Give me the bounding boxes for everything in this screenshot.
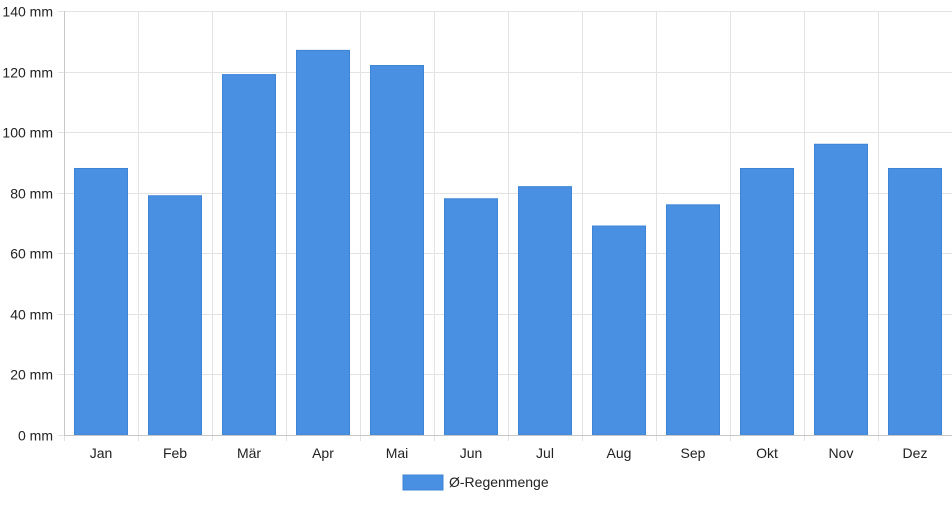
x-tick-label: Mär <box>237 445 261 461</box>
x-tick-label: Aug <box>607 445 632 461</box>
bar-jul[interactable] <box>518 186 572 436</box>
bars <box>74 49 942 436</box>
bar-jan[interactable] <box>74 167 128 436</box>
y-tick-label: 40 mm <box>10 307 53 323</box>
legend-label[interactable]: Ø-Regenmenge <box>449 474 549 490</box>
y-tick-label: 80 mm <box>10 186 53 202</box>
bar-jun[interactable] <box>444 198 498 436</box>
x-tick-label: Mai <box>386 445 409 461</box>
legend[interactable]: Ø-Regenmenge <box>402 474 549 491</box>
bar-mai[interactable] <box>370 65 424 436</box>
bar-mär[interactable] <box>222 74 276 436</box>
bar-nov[interactable] <box>814 143 868 436</box>
y-tick-label: 60 mm <box>10 246 53 262</box>
bar-apr[interactable] <box>296 49 350 436</box>
grid-lines <box>58 11 952 441</box>
bar-dez[interactable] <box>888 167 942 436</box>
axes: 0 mm 20 mm 40 mm 60 mm 80 mm 100 mm 120 mm 140 … <box>2 4 952 461</box>
y-tick-label: 120 mm <box>2 65 53 81</box>
bar-okt[interactable] <box>740 167 794 436</box>
x-tick-label: Jul <box>536 445 554 461</box>
x-tick-label: Okt <box>756 445 778 461</box>
bar-sep[interactable] <box>666 204 720 436</box>
y-tick-label: 100 mm <box>2 125 53 141</box>
x-tick-label: Jan <box>90 445 113 461</box>
y-tick-label: 20 mm <box>10 367 53 383</box>
x-tick-label: Apr <box>312 445 334 461</box>
y-tick-label: 140 mm <box>2 4 53 20</box>
bar-aug[interactable] <box>592 225 646 436</box>
x-tick-label: Dez <box>903 445 928 461</box>
x-tick-label: Nov <box>829 445 854 461</box>
x-tick-label: Jun <box>460 445 483 461</box>
y-tick-label: 0 mm <box>18 428 53 444</box>
legend-swatch[interactable] <box>402 474 444 491</box>
bar-feb[interactable] <box>148 195 202 436</box>
x-tick-label: Sep <box>681 445 706 461</box>
x-tick-label: Feb <box>163 445 187 461</box>
